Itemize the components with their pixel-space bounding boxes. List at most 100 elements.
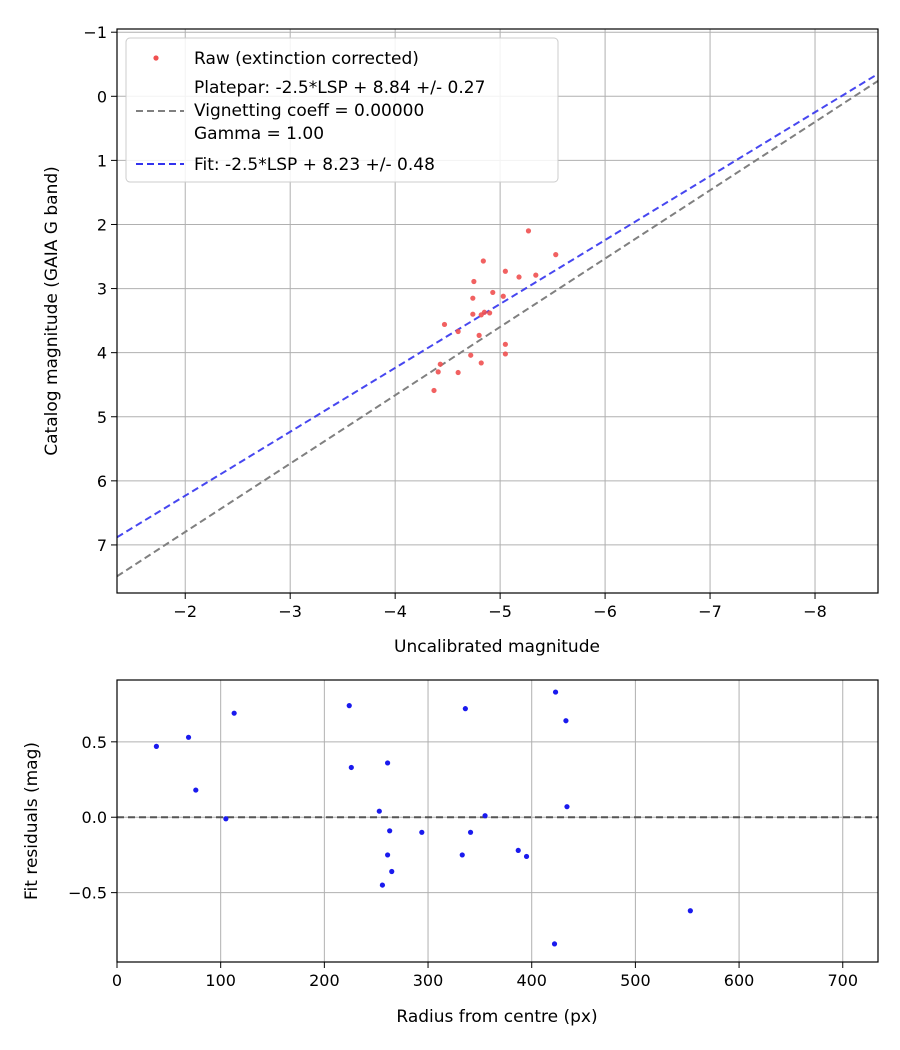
legend: Raw (extinction corrected) Platepar: -2.…	[125, 37, 559, 183]
bottom-x-tick-label: 600	[724, 971, 755, 990]
raw-point	[533, 272, 539, 278]
bottom-plot-area	[117, 680, 878, 962]
bottom-plot-frame	[116, 679, 879, 963]
residual-point	[379, 882, 386, 888]
raw-point	[502, 341, 508, 347]
residual-point	[389, 868, 395, 875]
legend-gamma-label: Gamma = 1.00	[194, 124, 324, 144]
raw-point	[525, 228, 532, 234]
raw-point	[516, 274, 522, 280]
top-y-tick-label: 6	[97, 472, 107, 491]
bottom-x-tick-label: 700	[827, 971, 858, 990]
raw-points	[431, 228, 559, 394]
residuals-chart: 0 100 200 300 400 500 600 700 −0.5 0.0 0.5 Radius…	[22, 679, 879, 1027]
top-x-tick-label: −6	[593, 602, 617, 621]
bottom-x-axis-label: Radius from centre (px)	[396, 1007, 597, 1027]
residual-point	[563, 718, 569, 724]
residual-point	[223, 816, 229, 822]
bottom-x-tick-label: 0	[112, 971, 122, 990]
top-x-axis-label: Uncalibrated magnitude	[394, 637, 600, 657]
top-x-tick-label: −3	[278, 602, 302, 621]
residual-points	[153, 689, 693, 947]
top-x-tick-label: −2	[173, 602, 197, 621]
top-x-axis: −2 −3 −4 −5 −6 −7 −8	[173, 593, 827, 621]
top-y-tick-label: 4	[97, 344, 107, 363]
top-x-tick-label: −7	[698, 602, 722, 621]
raw-point	[478, 360, 484, 366]
raw-point	[455, 369, 461, 376]
raw-point	[478, 312, 484, 318]
top-y-axis: −1 0 1 2 3 4 5 6 7	[83, 23, 117, 555]
top-plot-frame	[116, 28, 879, 594]
bottom-y-tick-label: 0.5	[82, 733, 107, 752]
residual-point	[153, 743, 159, 749]
raw-point	[480, 258, 486, 264]
magnitude-calibration-chart: −2 −3 −4 −5 −6 −7 −8 −1 0 1 2 3 4 5 6 7 Uncalibrated m…	[42, 23, 879, 657]
residual-point	[551, 941, 558, 947]
platepar-line	[117, 80, 878, 578]
residual-point	[467, 829, 474, 835]
residual-point	[346, 703, 352, 709]
top-lines	[117, 73, 878, 578]
top-x-tick-label: −8	[803, 602, 827, 621]
raw-point	[487, 310, 493, 316]
top-grid	[117, 29, 878, 593]
residual-point	[193, 787, 199, 793]
bottom-y-axis: −0.5 0.0 0.5	[68, 733, 117, 903]
raw-point	[502, 351, 508, 357]
top-x-tick-label: −5	[488, 602, 512, 621]
bottom-x-tick-label: 500	[620, 971, 651, 990]
top-y-tick-label: −1	[83, 23, 107, 42]
bottom-x-axis: 0 100 200 300 400 500 600 700	[112, 962, 858, 990]
top-y-tick-label: 7	[97, 536, 107, 555]
bottom-y-tick-label: −0.5	[68, 884, 107, 903]
raw-point	[435, 369, 441, 375]
raw-point	[468, 352, 474, 358]
raw-point	[553, 252, 559, 258]
residual-point	[515, 847, 521, 854]
residual-point	[376, 808, 382, 814]
legend-box	[125, 37, 559, 183]
residual-point	[385, 760, 391, 766]
bottom-y-axis-label: Fit residuals (mag)	[22, 742, 42, 900]
residual-point	[552, 689, 559, 695]
top-y-tick-label: 2	[97, 215, 107, 234]
residual-point	[348, 764, 354, 771]
raw-point	[500, 293, 506, 299]
residual-point	[419, 829, 425, 835]
residual-point	[231, 710, 237, 716]
raw-point	[437, 361, 443, 367]
raw-point	[470, 311, 476, 317]
bottom-x-tick-label: 100	[205, 971, 236, 990]
raw-point	[502, 268, 508, 274]
residual-point	[687, 908, 693, 914]
residual-point	[523, 853, 530, 860]
raw-point	[441, 321, 448, 328]
bottom-x-tick-label: 300	[413, 971, 444, 990]
bottom-x-tick-label: 400	[516, 971, 547, 990]
residual-point	[387, 828, 393, 834]
bottom-x-tick-label: 200	[309, 971, 340, 990]
top-y-tick-label: 0	[97, 87, 107, 106]
top-x-tick-label: −4	[383, 602, 407, 621]
legend-fit-label: Fit: -2.5*LSP + 8.23 +/- 0.48	[194, 155, 435, 175]
fit-line	[117, 73, 878, 539]
top-y-tick-label: 3	[97, 280, 107, 299]
residual-point	[385, 852, 391, 858]
residual-point	[185, 734, 192, 740]
legend-raw-marker	[153, 55, 159, 61]
residual-point	[462, 706, 468, 712]
bottom-y-tick-label: 0.0	[82, 808, 107, 827]
legend-raw-label: Raw (extinction corrected)	[194, 49, 419, 69]
legend-vignetting-label: Vignetting coeff = 0.00000	[194, 101, 424, 121]
top-y-tick-label: 1	[97, 151, 107, 170]
raw-point	[476, 332, 482, 338]
raw-point	[455, 328, 461, 335]
top-y-axis-label: Catalog magnitude (GAIA G band)	[42, 166, 62, 456]
raw-point	[470, 295, 476, 301]
raw-point	[471, 278, 477, 285]
raw-point	[431, 387, 437, 394]
residual-point	[564, 804, 570, 810]
residual-point	[482, 813, 488, 819]
